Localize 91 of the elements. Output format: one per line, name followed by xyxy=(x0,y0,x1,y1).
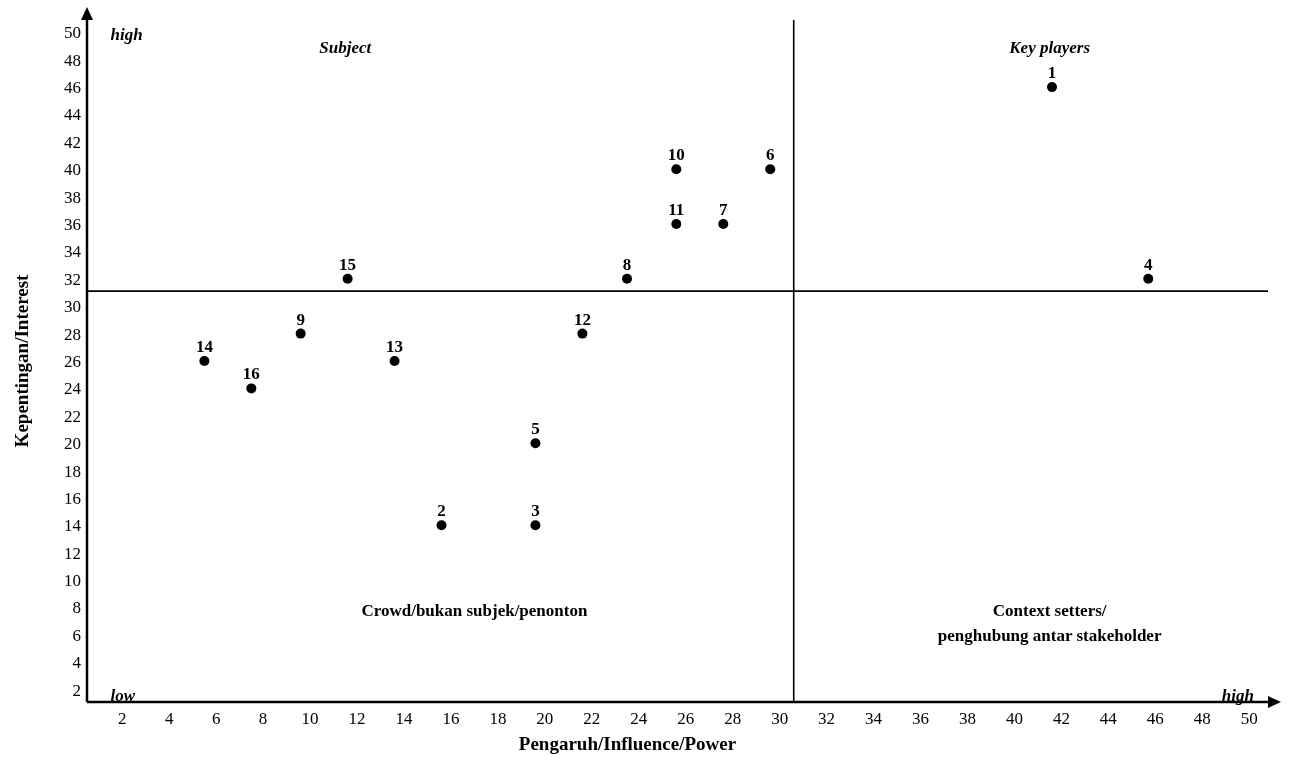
point xyxy=(295,328,306,339)
annotation: high xyxy=(1221,686,1254,706)
x-tick-label: 42 xyxy=(1052,709,1070,728)
point xyxy=(530,520,541,531)
y-tick-label: 20 xyxy=(64,434,81,454)
point xyxy=(622,273,633,284)
series-label: 3 xyxy=(531,501,540,521)
y-tick-label: 30 xyxy=(64,297,81,317)
series-label: 11 xyxy=(668,200,685,220)
series-label: 8 xyxy=(622,254,632,274)
y-tick-label: 16 xyxy=(64,488,81,508)
x-tick-label: 46 xyxy=(1146,709,1164,728)
y-tick-label: 2 xyxy=(72,680,81,700)
x-tick-label: 6 xyxy=(211,709,221,728)
x-tick-label: 8 xyxy=(258,709,268,728)
series-label: 13 xyxy=(386,337,404,356)
x-tick-label: 44 xyxy=(1099,709,1118,728)
y-tick-label: 32 xyxy=(64,269,81,289)
y-tick-label: 48 xyxy=(64,50,81,70)
y-tick-label: 28 xyxy=(64,324,81,344)
series-label: 7 xyxy=(719,200,729,220)
series-label: 4 xyxy=(1144,254,1154,274)
y-tick-label: 4 xyxy=(72,653,82,673)
x-tick-label: 24 xyxy=(630,709,648,728)
annotation: Key players xyxy=(1008,38,1091,58)
y-tick-label: 14 xyxy=(64,516,82,536)
x-tick-label: 20 xyxy=(536,709,554,728)
y-tick-label: 40 xyxy=(64,160,81,180)
annotation: Crowd/bukan subjek/penonton xyxy=(361,601,588,621)
x-tick-label: 18 xyxy=(489,709,507,728)
y-tick-label: 6 xyxy=(72,625,81,645)
y-tick-label: 36 xyxy=(64,215,81,234)
y-tick-label: 34 xyxy=(64,242,82,262)
point xyxy=(199,356,210,366)
point xyxy=(577,328,588,339)
y-tick-label: 24 xyxy=(64,379,82,399)
y-tick-label: 10 xyxy=(64,571,81,591)
point xyxy=(436,520,447,531)
x-tick-label: 2 xyxy=(117,709,127,728)
series-label: 5 xyxy=(531,419,540,439)
annotation: low xyxy=(110,686,136,706)
point xyxy=(671,219,682,230)
series-label: 12 xyxy=(573,309,591,329)
series-label: 6 xyxy=(765,145,775,165)
x-tick-label: 14 xyxy=(395,709,413,728)
point xyxy=(718,219,729,230)
point xyxy=(342,273,353,284)
x-axis-title: Pengaruh/Influence/Power xyxy=(518,733,737,754)
x-tick-label: 10 xyxy=(301,709,319,728)
point xyxy=(389,356,400,366)
series-label: 16 xyxy=(242,364,260,384)
annotation: Context setters/ penghubung antar stakeholder xyxy=(937,601,1162,645)
series-label: 14 xyxy=(195,337,214,356)
point xyxy=(1046,82,1057,93)
series-label: 15 xyxy=(339,254,357,274)
x-tick-label: 12 xyxy=(348,709,366,728)
series-label: 2 xyxy=(437,501,446,521)
x-tick-label: 48 xyxy=(1193,709,1211,728)
point xyxy=(246,383,257,394)
y-tick-label: 38 xyxy=(64,187,81,207)
y-tick-label: 44 xyxy=(64,105,82,125)
point xyxy=(530,438,541,449)
series-label: 10 xyxy=(667,145,685,165)
y-tick-label: 46 xyxy=(64,78,81,98)
point xyxy=(1143,273,1154,284)
annotation: high xyxy=(110,24,143,44)
x-tick-label: 4 xyxy=(164,709,174,728)
annotation: Subject xyxy=(319,38,373,58)
x-tick-label: 34 xyxy=(865,709,883,728)
x-tick-label: 30 xyxy=(771,709,789,728)
x-tick-label: 28 xyxy=(724,709,742,728)
series-label: 9 xyxy=(296,309,305,329)
x-tick-label: 26 xyxy=(677,709,695,728)
x-tick-label: 50 xyxy=(1240,709,1258,728)
y-tick-label: 8 xyxy=(72,598,81,618)
x-tick-label: 16 xyxy=(442,709,460,728)
x-tick-label: 40 xyxy=(1005,709,1023,728)
y-axis-title: Kepentingan/Interest xyxy=(11,273,32,448)
x-tick-label: 36 xyxy=(912,709,930,728)
x-tick-label: 38 xyxy=(958,709,976,728)
y-tick-label: 22 xyxy=(64,406,81,426)
y-tick-label: 50 xyxy=(64,23,81,43)
y-tick-label: 18 xyxy=(64,461,81,481)
y-tick-label: 12 xyxy=(64,543,81,563)
y-tick-label: 42 xyxy=(64,132,81,152)
point xyxy=(765,164,776,175)
x-tick-label: 32 xyxy=(818,709,836,728)
y-tick-label: 26 xyxy=(64,351,81,371)
x-tick-label: 22 xyxy=(583,709,601,728)
point xyxy=(671,164,682,175)
series-label: 1 xyxy=(1047,63,1057,83)
